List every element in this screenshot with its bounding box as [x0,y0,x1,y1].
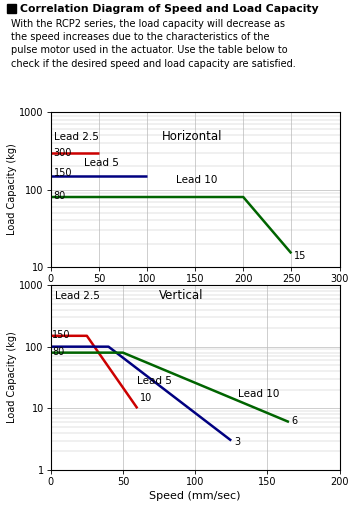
Text: Lead 10: Lead 10 [238,390,280,400]
Text: 150: 150 [52,330,71,340]
Text: 150: 150 [54,168,72,178]
Text: Correlation Diagram of Speed and Load Capacity: Correlation Diagram of Speed and Load Ca… [20,4,318,14]
Text: Lead 5: Lead 5 [84,158,119,168]
Text: 15: 15 [294,252,307,262]
Text: 300: 300 [54,147,72,157]
Text: 3: 3 [234,437,240,448]
Text: Vertical: Vertical [159,289,204,302]
Text: Horizontal: Horizontal [161,130,222,143]
Y-axis label: Load Capacity (kg): Load Capacity (kg) [7,332,16,424]
Text: Lead 5: Lead 5 [137,376,172,386]
Text: 80: 80 [54,191,66,201]
Bar [7,4,16,13]
Text: 10: 10 [140,393,153,403]
Text: 80: 80 [52,347,64,357]
Text: Lead 2.5: Lead 2.5 [55,291,100,301]
Y-axis label: Load Capacity (kg): Load Capacity (kg) [7,144,16,235]
Text: Lead 10: Lead 10 [176,175,217,185]
Text: 6: 6 [292,416,298,426]
Text: Lead 2.5: Lead 2.5 [54,132,98,142]
Text: With the RCP2 series, the load capacity will decrease as
the speed increases due: With the RCP2 series, the load capacity … [11,19,296,69]
X-axis label: Speed (mm/sec): Speed (mm/sec) [149,491,241,501]
